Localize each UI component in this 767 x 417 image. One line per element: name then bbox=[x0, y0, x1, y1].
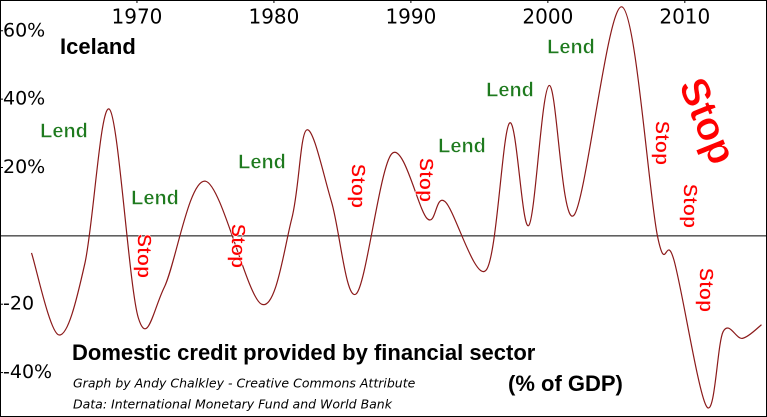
y-tick-label: -20 bbox=[3, 293, 34, 315]
x-tick-label: 2000 bbox=[522, 5, 573, 29]
x-tick-label: 1980 bbox=[248, 5, 299, 29]
annotation: Lend bbox=[547, 36, 595, 58]
annotation: Stop bbox=[347, 164, 369, 208]
x-tick-label: 2010 bbox=[659, 5, 710, 29]
annotation: Lend bbox=[438, 135, 486, 157]
y-tick-label: 20% bbox=[3, 156, 45, 178]
x-tick-label: 1970 bbox=[112, 5, 163, 29]
y-tick-label: -40% bbox=[3, 361, 52, 383]
annotation: Stop bbox=[133, 234, 155, 278]
data-line bbox=[30, 6, 762, 409]
annotation: Stop bbox=[695, 268, 717, 312]
x-tick-label: 1990 bbox=[385, 5, 436, 29]
annotation: Lend bbox=[40, 120, 88, 142]
annotation: Stop bbox=[227, 224, 249, 268]
annotation: Lend bbox=[131, 187, 179, 209]
annotation: Stop bbox=[651, 121, 673, 165]
credit: Graph by Andy Chalkley - Creative Common… bbox=[73, 376, 416, 391]
y-tick-label: 40% bbox=[3, 88, 45, 110]
annotation: Stop bbox=[679, 184, 701, 228]
chart-title: Domestic credit provided by financial se… bbox=[72, 340, 536, 365]
annotation: Lend bbox=[486, 79, 534, 101]
chart-subtitle: (% of GDP) bbox=[508, 371, 623, 396]
credit: Data: International Monetary Fund and Wo… bbox=[73, 397, 393, 412]
y-tick-label: 60% bbox=[3, 19, 45, 41]
annotation: Iceland bbox=[60, 34, 136, 59]
annotation: Lend bbox=[238, 151, 286, 173]
annotation: Stop bbox=[415, 158, 437, 202]
